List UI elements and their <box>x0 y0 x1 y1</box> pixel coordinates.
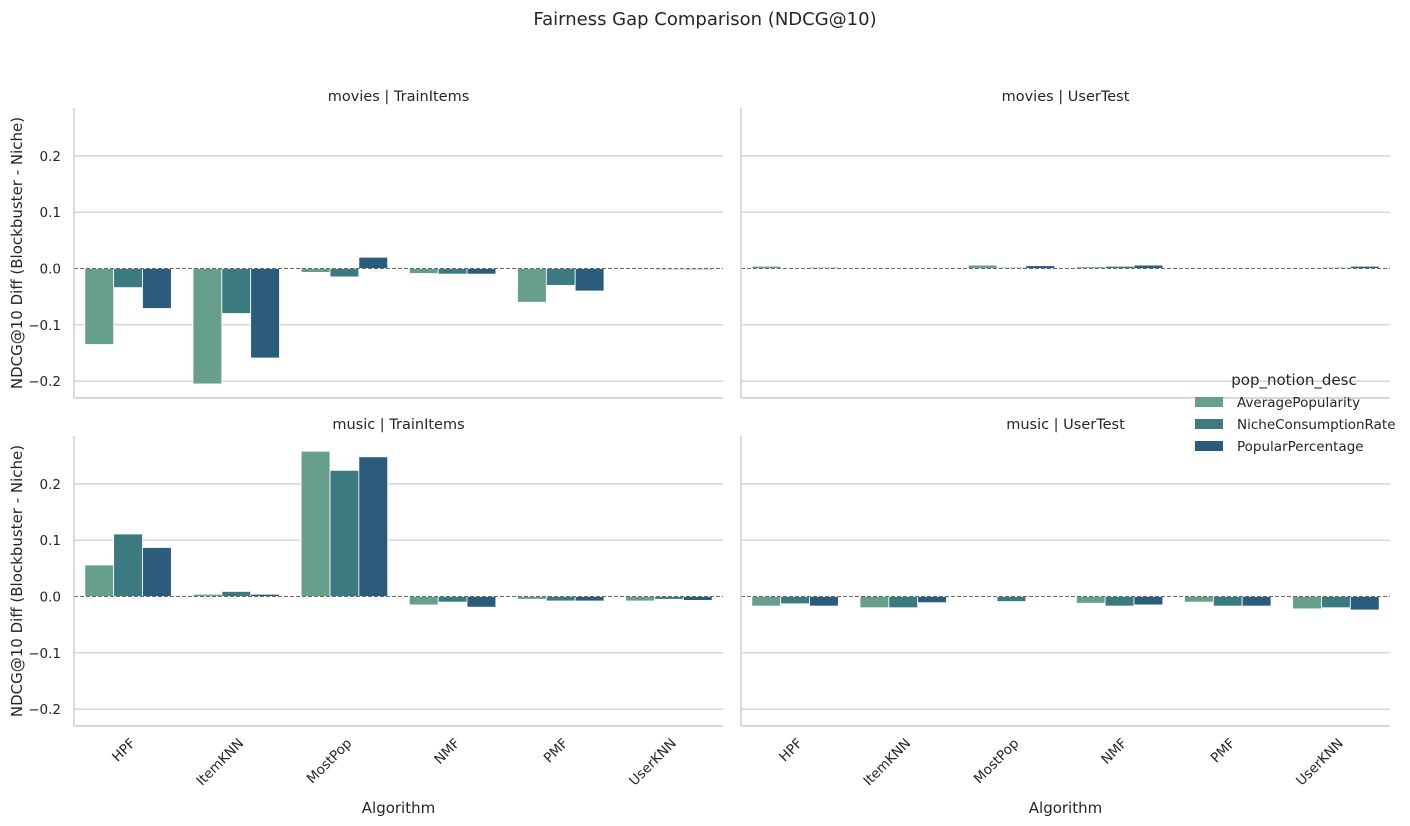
y-tick-label: 0.2 <box>40 477 61 493</box>
panel-title: movies | UserTest <box>1002 89 1130 105</box>
panel-2: music | TrainItems −0.2 −0.1 0.0 0.1 0.2 NDCG@… <box>8 417 723 817</box>
bar <box>545 268 576 286</box>
y-tick-label: 0.2 <box>40 149 61 165</box>
bar <box>408 596 439 606</box>
x-tick-label: HPF <box>109 736 139 766</box>
bar <box>437 268 468 275</box>
bar <box>780 596 810 605</box>
panel-1: movies | UserTest <box>740 89 1390 399</box>
legend-swatch <box>1195 397 1223 407</box>
bar <box>1241 596 1272 607</box>
x-tick-label: PMF <box>1208 736 1239 767</box>
bar <box>250 593 280 597</box>
bar <box>682 596 713 601</box>
y-tick-label: −0.2 <box>28 702 61 718</box>
y-tick-label: 0.0 <box>40 261 61 277</box>
legend-swatch <box>1195 419 1223 429</box>
bar <box>1104 596 1135 607</box>
bar <box>466 268 497 275</box>
bar <box>1184 596 1214 603</box>
bar <box>113 533 143 597</box>
x-tick-label: MostPop <box>971 736 1022 787</box>
bar <box>1321 596 1351 609</box>
panel-title: music | TrainItems <box>332 417 464 433</box>
bar <box>358 256 389 269</box>
x-tick-label: PMF <box>541 736 572 767</box>
bar <box>1075 596 1106 604</box>
y-tick-label: −0.1 <box>28 318 61 334</box>
legend: pop_notion_desc AveragePopularity NicheCon… <box>1195 371 1396 455</box>
legend-title: pop_notion_desc <box>1231 371 1356 390</box>
x-tick-label: MostPop <box>304 736 355 787</box>
bar <box>682 268 713 271</box>
bar <box>221 591 252 597</box>
bar <box>300 268 331 273</box>
bar <box>517 268 547 303</box>
bar <box>466 596 497 608</box>
bar <box>192 268 223 385</box>
x-axis-label: Algorithm <box>362 799 435 817</box>
panel-0: movies | TrainItems −0.2 −0.1 0.0 0.1 0.2 NDCG… <box>8 89 723 399</box>
x-tick-label: UserKNN <box>626 736 680 790</box>
bar <box>1349 265 1380 269</box>
bar <box>917 596 947 604</box>
x-tick-label: ItemKNN <box>193 736 247 790</box>
legend-entry: PopularPercentage <box>1237 439 1364 455</box>
x-tick-label: NMF <box>1098 736 1130 768</box>
bar <box>859 596 890 609</box>
bar <box>574 268 605 292</box>
bar <box>545 596 576 602</box>
bar <box>996 596 1027 602</box>
y-axis-label: NDCG@10 Diff (Blockbuster - Niche) <box>8 117 26 389</box>
bar <box>1292 596 1322 610</box>
y-tick-label: −0.1 <box>28 646 61 662</box>
x-tick-label: HPF <box>776 736 806 766</box>
y-tick-label: 0.1 <box>40 205 61 221</box>
bar <box>300 450 331 597</box>
bar <box>809 266 839 269</box>
chart-title: Fairness Gap Comparison (NDCG@10) <box>533 9 876 30</box>
panel-title: music | UserTest <box>1006 417 1125 433</box>
bar <box>408 268 439 274</box>
bar <box>625 596 655 602</box>
x-tick-label: NMF <box>431 736 463 768</box>
bar <box>574 596 605 602</box>
x-tick-label: UserKNN <box>1293 736 1347 790</box>
bar <box>221 268 252 314</box>
x-tick-label: ItemKNN <box>860 736 914 790</box>
bar <box>84 268 115 345</box>
bar <box>1349 596 1380 611</box>
y-tick-label: 0.0 <box>40 589 61 605</box>
legend-swatch <box>1195 441 1223 451</box>
panel-title: movies | TrainItems <box>328 89 470 105</box>
bar <box>1133 264 1164 269</box>
x-axis-label: Algorithm <box>1029 799 1102 817</box>
bar <box>437 596 468 603</box>
bar <box>809 596 839 607</box>
bar <box>967 264 998 269</box>
bar <box>358 456 389 597</box>
bar <box>250 268 280 359</box>
bar <box>113 268 143 289</box>
y-tick-label: 0.1 <box>40 533 61 549</box>
bar <box>888 596 919 609</box>
bar <box>1212 596 1243 607</box>
bar <box>329 469 360 597</box>
bar <box>329 268 360 278</box>
bar <box>1025 265 1056 269</box>
bar <box>142 547 172 597</box>
panel-3: music | UserTest HPF ItemKNN MostPop NMF PMF U… <box>740 417 1390 817</box>
y-axis-label: NDCG@10 Diff (Blockbuster - Niche) <box>8 445 26 717</box>
bar <box>142 268 172 309</box>
legend-entry: AveragePopularity <box>1237 395 1360 411</box>
bar <box>751 596 782 607</box>
bar <box>84 564 115 597</box>
y-tick-label: −0.2 <box>28 374 61 390</box>
legend-entry: NicheConsumptionRate <box>1237 417 1396 433</box>
bar <box>1133 596 1164 606</box>
